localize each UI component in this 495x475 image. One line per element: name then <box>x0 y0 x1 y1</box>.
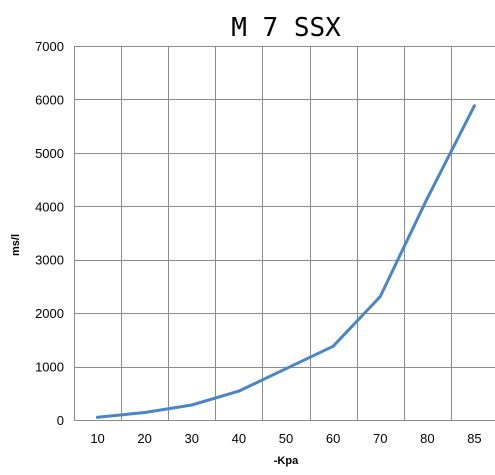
data-point <box>425 196 429 200</box>
y-tick-label: 0 <box>57 413 64 428</box>
y-tick-label: 7000 <box>35 39 64 54</box>
x-tick-label: 60 <box>326 431 340 446</box>
x-tick-label: 70 <box>373 431 387 446</box>
y-tick-label: 1000 <box>35 360 64 375</box>
y-tick-label: 5000 <box>35 146 64 161</box>
data-point <box>237 389 241 393</box>
x-tick-label: 20 <box>137 431 151 446</box>
data-point <box>190 403 194 407</box>
x-tick-label: 10 <box>90 431 104 446</box>
data-point <box>96 415 100 419</box>
chart-title: M 7 SSX <box>231 13 341 43</box>
data-point <box>472 104 476 108</box>
series-line <box>96 104 476 419</box>
x-tick-label: 50 <box>279 431 293 446</box>
y-axis-label: ms/l <box>10 234 22 256</box>
x-tick-label: 80 <box>420 431 434 446</box>
data-point <box>378 295 382 299</box>
series-layer <box>96 104 476 419</box>
y-tick-label: 3000 <box>35 253 64 268</box>
data-point <box>331 344 335 348</box>
x-axis-ticks: 10 20 30 40 50 60 70 80 85 <box>90 431 481 446</box>
x-axis-label: -Kpa <box>274 455 299 467</box>
y-tick-label: 2000 <box>35 306 64 321</box>
grid <box>74 46 495 421</box>
data-point <box>143 411 147 415</box>
x-tick-label: 85 <box>467 431 481 446</box>
x-tick-label: 30 <box>185 431 199 446</box>
x-tick-label: 40 <box>232 431 246 446</box>
data-point <box>284 367 288 371</box>
y-tick-label: 4000 <box>35 199 64 214</box>
y-axis-ticks: 0 1000 2000 3000 4000 5000 6000 7000 <box>35 39 64 428</box>
y-tick-label: 6000 <box>35 92 64 107</box>
